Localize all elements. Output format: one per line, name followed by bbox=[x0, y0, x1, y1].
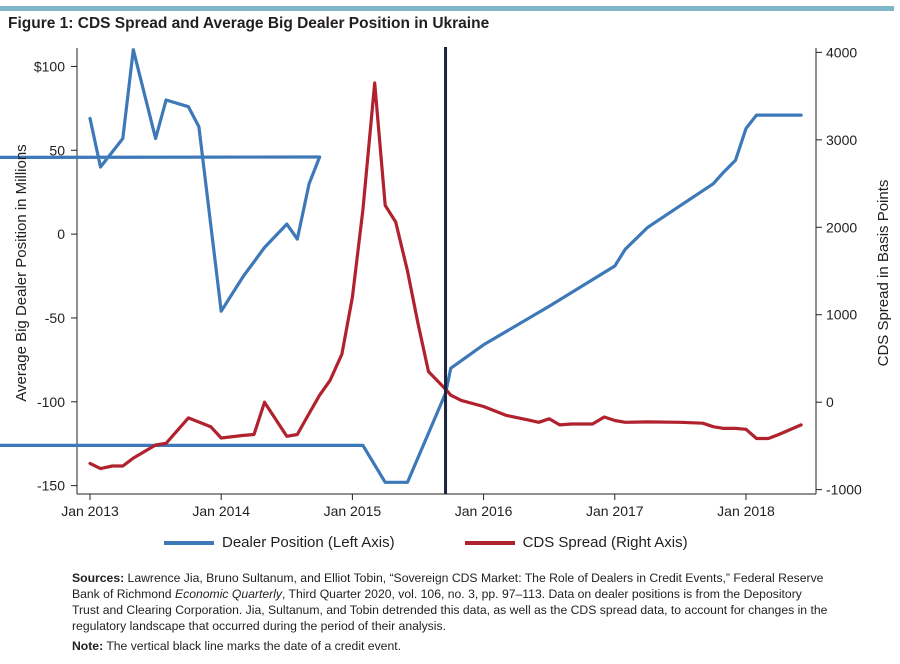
y-right-tick-label: 2000 bbox=[826, 219, 857, 235]
cds-spread-line bbox=[88, 81, 803, 471]
y-left-tick-label: -50 bbox=[45, 310, 65, 326]
x-tick-label: Jan 2014 bbox=[192, 503, 250, 519]
legend-item-cds: CDS Spread (Right Axis) bbox=[464, 534, 688, 551]
y-right-tick-label: 4000 bbox=[826, 44, 857, 60]
y-left-tick-label: -150 bbox=[37, 478, 65, 494]
sources-text-2: , Third Quarter 2020, vol. 106, no. 3, p… bbox=[72, 587, 828, 633]
x-tick-label: Jan 2017 bbox=[586, 503, 644, 519]
legend-label-dealer: Dealer Position (Left Axis) bbox=[222, 534, 395, 551]
y-axis-left-title: Average Big Dealer Position in Millions bbox=[13, 144, 30, 401]
note-text: The vertical black line marks the date o… bbox=[103, 639, 401, 653]
y-left-tick-label: $100 bbox=[34, 58, 65, 74]
x-tick-label: Jan 2013 bbox=[61, 503, 119, 519]
x-tick-label: Jan 2016 bbox=[455, 503, 513, 519]
series-layer bbox=[0, 47, 803, 494]
y-right-tick-label: -1000 bbox=[826, 482, 862, 498]
dealer-position-line bbox=[0, 48, 803, 484]
sources-label: Sources: bbox=[72, 571, 125, 585]
legend-label-cds: CDS Spread (Right Axis) bbox=[522, 534, 688, 551]
note-paragraph: Note: The vertical black line marks the … bbox=[72, 638, 832, 654]
axes-layer: $100 50 0 -50 -100 -150 4000 3000 2000 1000 0 -1000… bbox=[34, 44, 862, 519]
sources-journal: Economic Quarterly bbox=[174, 587, 282, 601]
y-right-tick-label: 3000 bbox=[826, 132, 857, 148]
y-axis-right-title: CDS Spread in Basis Points bbox=[875, 180, 892, 367]
x-tick-label: Jan 2018 bbox=[717, 503, 775, 519]
note-label: Note: bbox=[72, 639, 104, 653]
sources-paragraph: Sources: Lawrence Jia, Bruno Sultanum, a… bbox=[72, 570, 832, 634]
y-left-tick-label: 50 bbox=[49, 142, 65, 158]
legend: Dealer Position (Left Axis) CDS Spread (… bbox=[164, 534, 758, 551]
legend-item-dealer: Dealer Position (Left Axis) bbox=[164, 534, 395, 551]
legend-swatch-dealer bbox=[164, 540, 214, 545]
figure-notes: Sources: Lawrence Jia, Bruno Sultanum, a… bbox=[72, 570, 832, 658]
figure-title: Figure 1: CDS Spread and Average Big Dea… bbox=[8, 15, 490, 32]
x-tick-label: Jan 2015 bbox=[324, 503, 382, 519]
top-accent-rule bbox=[0, 6, 894, 11]
y-right-tick-label: 0 bbox=[826, 394, 834, 410]
y-right-tick-label: 1000 bbox=[826, 307, 857, 323]
legend-swatch-cds bbox=[464, 540, 515, 545]
y-left-tick-label: -100 bbox=[37, 394, 65, 410]
sources-text-1: Lawrence Jia, Bruno Sultanum, and Elliot… bbox=[72, 571, 824, 601]
y-left-tick-label: 0 bbox=[57, 226, 65, 242]
